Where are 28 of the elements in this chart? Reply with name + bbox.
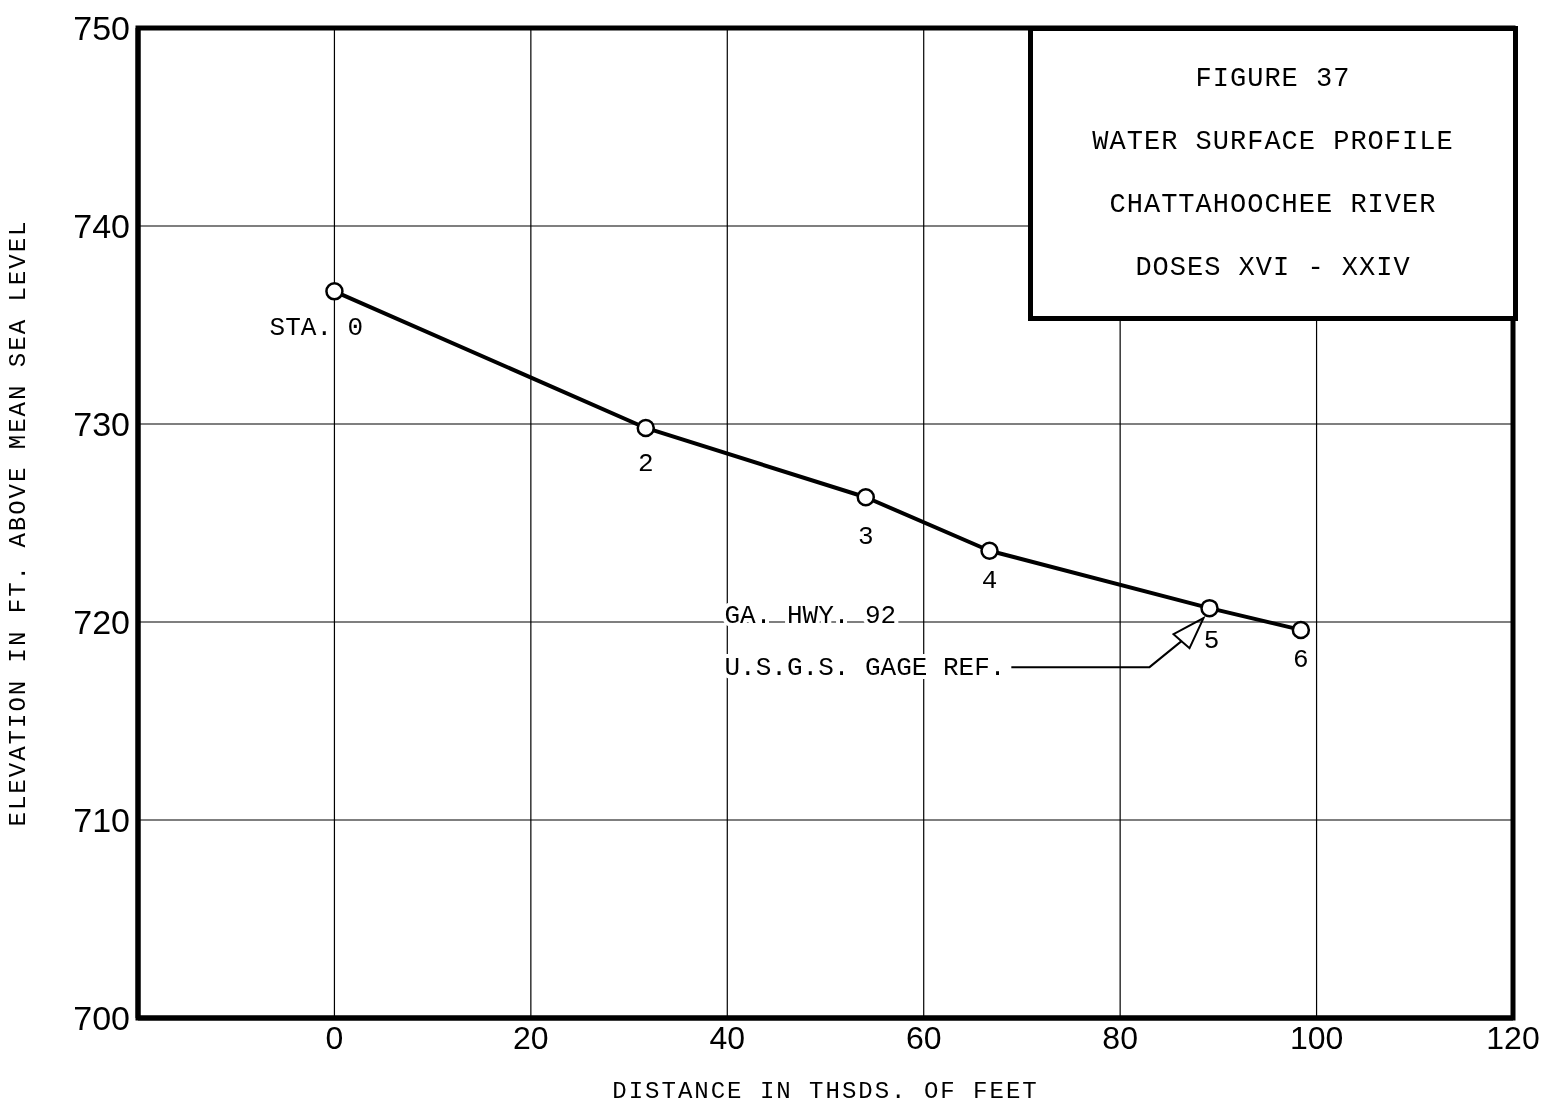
- point: [636, 418, 656, 438]
- annotation: 5: [1203, 626, 1220, 657]
- y-tick-label: 720: [73, 603, 130, 642]
- annotation: STA. 0: [269, 313, 364, 344]
- x-tick-label: 20: [513, 1019, 549, 1056]
- annotation: 6: [1293, 644, 1309, 675]
- x-tick-label: 100: [1289, 1019, 1344, 1056]
- annotation: 3: [857, 522, 874, 553]
- point: [980, 541, 999, 560]
- x-axis-title: DISTANCE IN THSDS. OF FEET: [612, 1078, 1039, 1105]
- x-tick-label: 120: [1486, 1019, 1540, 1056]
- point: [1291, 620, 1311, 640]
- annotation: 2: [637, 448, 654, 479]
- annotation: 4: [981, 565, 998, 596]
- x-tick-label: 40: [709, 1019, 746, 1056]
- x-tick-label: 0: [325, 1019, 344, 1056]
- y-tick-label: 700: [73, 999, 130, 1038]
- point: [1200, 598, 1219, 618]
- y-axis-title: ELEVATION IN FT. ABOVE MEAN SEA LEVEL: [4, 219, 32, 827]
- point: [856, 488, 876, 507]
- point: [325, 282, 344, 301]
- y-tick-label: 710: [73, 801, 130, 840]
- y-tick-label: 730: [73, 405, 130, 444]
- y-tick-label: 740: [73, 207, 130, 246]
- title-panel: FIGURE 37 WATER SURFACE PROFILE CHATTAHOOCHEE RIVER DOSES XVI - XXIV: [1028, 26, 1518, 321]
- x-tick-label: 80: [1102, 1019, 1138, 1056]
- y-tick-label: 750: [73, 9, 130, 48]
- x-tick-label: 60: [905, 1019, 942, 1056]
